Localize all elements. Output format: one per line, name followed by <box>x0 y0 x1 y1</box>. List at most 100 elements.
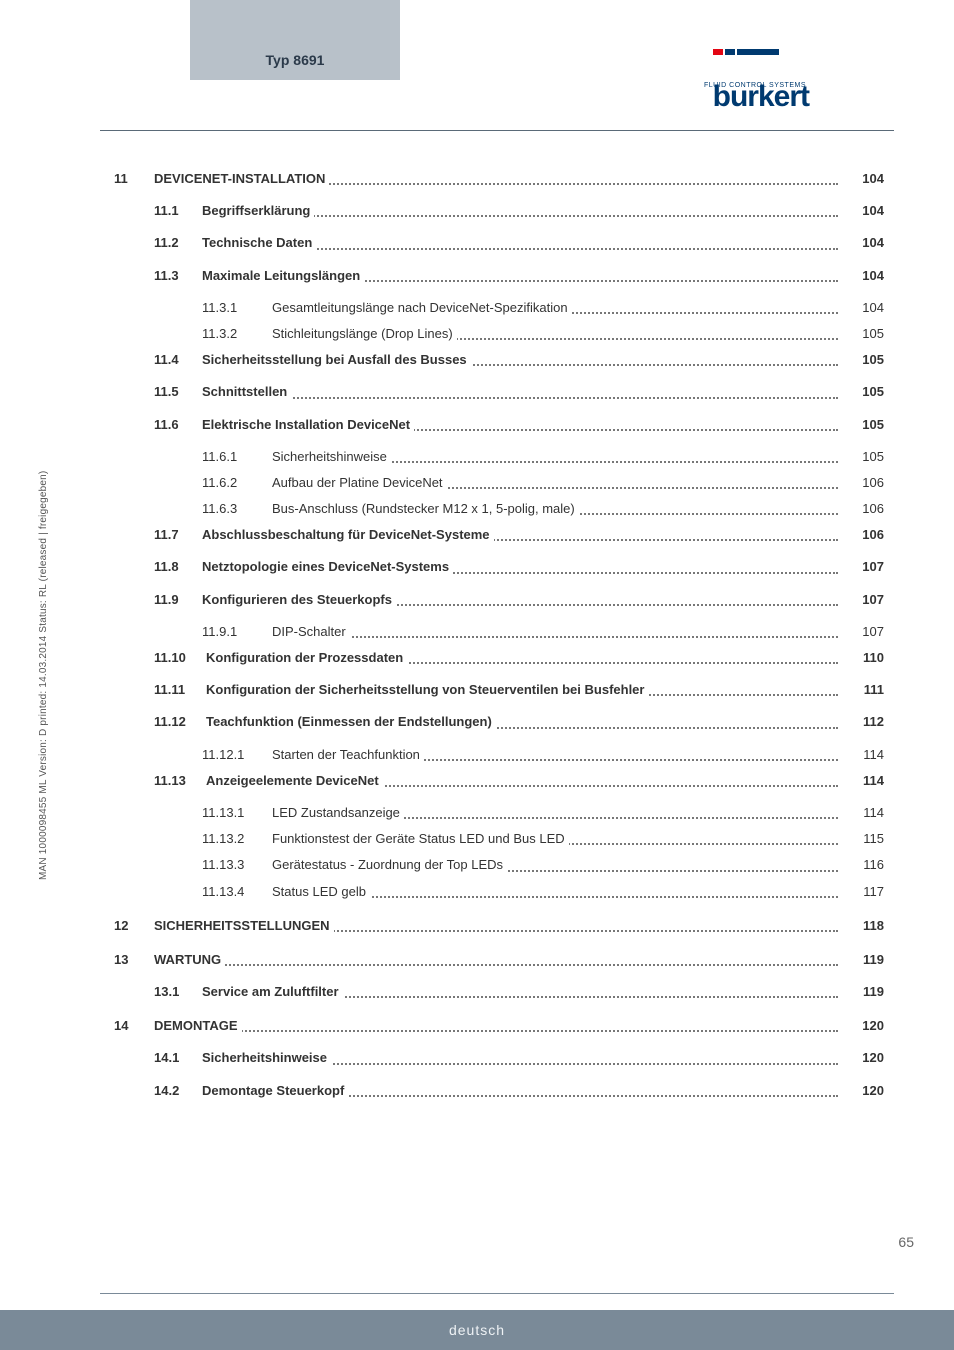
toc-row[interactable]: 11.7Abschlussbeschaltung für DeviceNet-S… <box>114 526 884 544</box>
toc-title: DEMONTAGE <box>154 1017 838 1035</box>
header-tab-bg <box>190 0 400 80</box>
brand-logo: burkert <box>713 46 809 114</box>
toc-subsection-number: 11.3.2 <box>202 325 272 343</box>
toc-page-number: 117 <box>838 883 884 901</box>
toc-row[interactable]: 14DEMONTAGE120 <box>114 1017 884 1035</box>
toc-title: Teachfunktion (Einmessen der Endstellung… <box>206 713 838 731</box>
footer-label: deutsch <box>449 1322 505 1338</box>
toc-title: Aufbau der Platine DeviceNet <box>272 474 838 492</box>
toc-section-number: 11.8 <box>154 558 202 576</box>
toc-section-number: 11.4 <box>154 351 202 369</box>
toc-subsection-number: 11.6.2 <box>202 474 272 492</box>
toc-row[interactable]: 11.13.1LED Zustandsanzeige114 <box>114 804 884 822</box>
toc-section-number: 11.11 <box>154 681 206 699</box>
toc-title: Sicherheitshinweise <box>202 1049 838 1067</box>
toc-chapter-number: 13 <box>114 951 154 969</box>
toc-row[interactable]: 11.12Teachfunktion (Einmessen der Endste… <box>114 713 884 731</box>
toc-section-number: 13.1 <box>154 983 202 1001</box>
toc-page-number: 107 <box>838 623 884 641</box>
toc-section-number: 14.1 <box>154 1049 202 1067</box>
toc-section-number: 14.2 <box>154 1082 202 1100</box>
toc-row[interactable]: 11.11Konfiguration der Sicherheitsstellu… <box>114 681 884 699</box>
toc-page-number: 104 <box>838 299 884 317</box>
rule-top <box>100 130 894 131</box>
toc-page-number: 110 <box>838 649 884 667</box>
toc-row[interactable]: 14.1Sicherheitshinweise120 <box>114 1049 884 1067</box>
toc-row[interactable]: 11.8Netztopologie eines DeviceNet-System… <box>114 558 884 576</box>
toc-row[interactable]: 11.6.3Bus-Anschluss (Rundstecker M12 x 1… <box>114 500 884 518</box>
toc-title: Konfigurieren des Steuerkopfs <box>202 591 838 609</box>
toc-row[interactable]: 11.3Maximale Leitungslängen104 <box>114 267 884 285</box>
toc-page-number: 114 <box>838 804 884 822</box>
toc-page-number: 107 <box>838 591 884 609</box>
toc-page-number: 115 <box>838 830 884 848</box>
toc-title: Funktionstest der Geräte Status LED und … <box>272 830 838 848</box>
toc-title: Begriffserklärung <box>202 202 838 220</box>
toc-row[interactable]: 11.9.1DIP-Schalter107 <box>114 623 884 641</box>
toc-page-number: 118 <box>838 917 884 935</box>
toc-row[interactable]: 13WARTUNG119 <box>114 951 884 969</box>
toc-page-number: 119 <box>838 951 884 969</box>
toc-page-number: 104 <box>838 202 884 220</box>
toc-title: Technische Daten <box>202 234 838 252</box>
toc-title: Stichleitungslänge (Drop Lines) <box>272 325 838 343</box>
toc-title: Konfiguration der Prozessdaten <box>206 649 838 667</box>
toc-page-number: 105 <box>838 351 884 369</box>
toc-row[interactable]: 11.5Schnittstellen105 <box>114 383 884 401</box>
toc-row[interactable]: 11.13.4Status LED gelb117 <box>114 883 884 901</box>
toc-row[interactable]: 11.3.1Gesamtleitungslänge nach DeviceNet… <box>114 299 884 317</box>
toc-subsection-number: 11.13.4 <box>202 883 272 901</box>
toc-page-number: 104 <box>838 234 884 252</box>
toc-title: Netztopologie eines DeviceNet-Systems <box>202 558 838 576</box>
toc-page-number: 112 <box>838 713 884 731</box>
toc-title: Status LED gelb <box>272 883 838 901</box>
toc-row[interactable]: 11.6.2Aufbau der Platine DeviceNet106 <box>114 474 884 492</box>
toc-row[interactable]: 11.2Technische Daten104 <box>114 234 884 252</box>
toc-row[interactable]: 11.12.1Starten der Teachfunktion114 <box>114 746 884 764</box>
toc-row[interactable]: 11.1Begriffserklärung104 <box>114 202 884 220</box>
toc-title: Sicherheitshinweise <box>272 448 838 466</box>
toc-row[interactable]: 11.6Elektrische Installation DeviceNet10… <box>114 416 884 434</box>
toc-page-number: 107 <box>838 558 884 576</box>
toc-section-number: 11.9 <box>154 591 202 609</box>
toc-page-number: 106 <box>838 500 884 518</box>
logo-bar-blue-1 <box>725 49 735 55</box>
toc-row[interactable]: 11.13.3Gerätestatus - Zuordnung der Top … <box>114 856 884 874</box>
toc-page-number: 111 <box>838 681 884 699</box>
logo-subtext: FLUID CONTROL SYSTEMS <box>704 82 806 89</box>
toc-chapter-number: 14 <box>114 1017 154 1035</box>
toc-title: LED Zustandsanzeige <box>272 804 838 822</box>
toc-page-number: 119 <box>838 983 884 1001</box>
toc-title: Gesamtleitungslänge nach DeviceNet-Spezi… <box>272 299 838 317</box>
toc-section-number: 11.2 <box>154 234 202 252</box>
toc-row[interactable]: 11DEVICENET-INSTALLATION104 <box>114 170 884 188</box>
toc-page-number: 105 <box>838 416 884 434</box>
toc-row[interactable]: 11.13Anzeigeelemente DeviceNet114 <box>114 772 884 790</box>
toc-row[interactable]: 12SICHERHEITSSTELLUNGEN118 <box>114 917 884 935</box>
toc-row[interactable]: 11.6.1Sicherheitshinweise105 <box>114 448 884 466</box>
toc-title: DIP-Schalter <box>272 623 838 641</box>
toc-row[interactable]: 13.1Service am Zuluftfilter119 <box>114 983 884 1001</box>
toc-title: Schnittstellen <box>202 383 838 401</box>
toc-subsection-number: 11.12.1 <box>202 746 272 764</box>
toc-section-number: 11.10 <box>154 649 206 667</box>
toc-page-number: 120 <box>838 1017 884 1035</box>
toc-row[interactable]: 14.2Demontage Steuerkopf120 <box>114 1082 884 1100</box>
toc-title: Konfiguration der Sicherheitsstellung vo… <box>206 681 838 699</box>
toc-row[interactable]: 11.13.2Funktionstest der Geräte Status L… <box>114 830 884 848</box>
toc-page-number: 104 <box>838 170 884 188</box>
toc-chapter-number: 11 <box>114 170 154 188</box>
page-number: 65 <box>898 1234 914 1250</box>
toc-section-number: 11.5 <box>154 383 202 401</box>
toc-row[interactable]: 11.4Sicherheitsstellung bei Ausfall des … <box>114 351 884 369</box>
toc-page-number: 105 <box>838 448 884 466</box>
toc-section-number: 11.3 <box>154 267 202 285</box>
header: Typ 8691 burkert FLUID CONTROL SYSTEMS <box>0 0 954 104</box>
toc-title: Elektrische Installation DeviceNet <box>202 416 838 434</box>
toc-row[interactable]: 11.3.2Stichleitungslänge (Drop Lines)105 <box>114 325 884 343</box>
toc-section-number: 11.13 <box>154 772 206 790</box>
toc-title: Sicherheitsstellung bei Ausfall des Buss… <box>202 351 838 369</box>
toc-row[interactable]: 11.9Konfigurieren des Steuerkopfs107 <box>114 591 884 609</box>
toc-row[interactable]: 11.10Konfiguration der Prozessdaten110 <box>114 649 884 667</box>
toc-title: Service am Zuluftfilter <box>202 983 838 1001</box>
